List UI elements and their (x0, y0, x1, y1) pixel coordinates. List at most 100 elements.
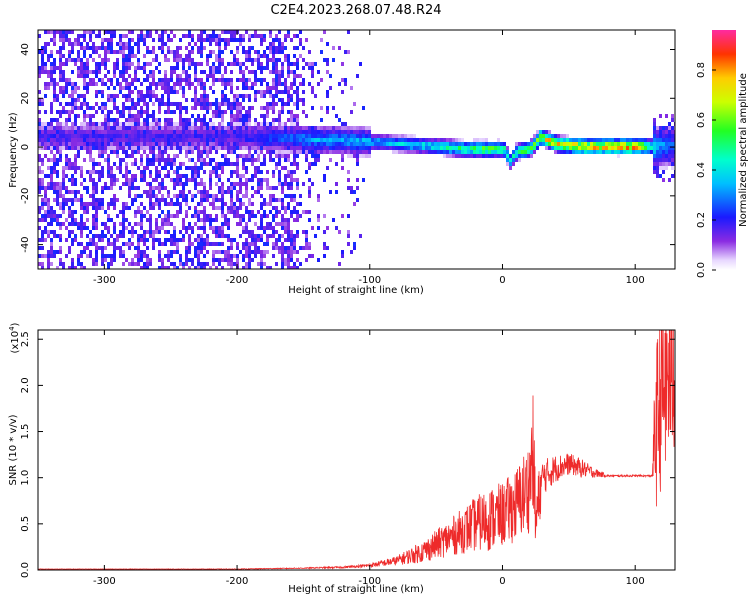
heatmap-cell (80, 138, 83, 142)
heatmap-cell (194, 122, 197, 126)
heatmap-cell (242, 114, 245, 118)
heatmap-cell (542, 130, 545, 134)
heatmap-cell (92, 158, 95, 162)
heatmap-cell (80, 62, 83, 66)
heatmap-cell (140, 178, 143, 182)
heatmap-cell (80, 266, 83, 269)
heatmap-cell (485, 154, 488, 158)
heatmap-cell (56, 126, 59, 130)
heatmap-cell (254, 138, 257, 142)
heatmap-cell (146, 166, 149, 170)
heatmap-cell (110, 150, 113, 154)
heatmap-cell (149, 194, 152, 198)
heatmap-cell (158, 110, 161, 114)
heatmap-cell (95, 246, 98, 250)
heatmap-cell (239, 198, 242, 202)
heatmap-cell (185, 70, 188, 74)
heatmap-cell (62, 170, 65, 174)
heatmap-cell (185, 110, 188, 114)
heatmap-cell (122, 158, 125, 162)
heatmap-cell (125, 226, 128, 230)
heatmap-cell (305, 170, 308, 174)
snr-x-label: Height of straight line (km) (288, 584, 424, 595)
heatmap-cell (71, 50, 74, 54)
heatmap-cell (65, 238, 68, 242)
heatmap-cell (281, 154, 284, 158)
heatmap-cell (107, 146, 110, 150)
heatmap-cell (245, 130, 248, 134)
heatmap-cell (107, 42, 110, 46)
heatmap-cell (41, 50, 44, 54)
heatmap-cell (272, 62, 275, 66)
colorbar-ticks: 0.00.20.40.60.8 (696, 62, 716, 278)
heatmap-cell (170, 162, 173, 166)
heatmap-cell (515, 142, 518, 146)
heatmap-cell (404, 150, 407, 154)
heatmap-cell (563, 134, 566, 138)
heatmap-cell (236, 198, 239, 202)
heatmap-cell (74, 102, 77, 106)
heatmap-cell (449, 142, 452, 146)
heatmap-cell (185, 258, 188, 262)
heatmap-cell (95, 142, 98, 146)
heatmap-cell (89, 138, 92, 142)
heatmap-cell (203, 98, 206, 102)
heatmap-cell (50, 138, 53, 142)
heatmap-cell (176, 202, 179, 206)
heatmap-cell (122, 242, 125, 246)
heatmap-cell (83, 134, 86, 138)
heatmap-cell (281, 50, 284, 54)
heatmap-cell (161, 258, 164, 262)
heatmap-cell (263, 254, 266, 258)
heatmap-cell (254, 70, 257, 74)
heatmap-cell (365, 154, 368, 158)
heatmap-cell (536, 130, 539, 134)
heatmap-cell (131, 202, 134, 206)
heatmap-cell (281, 262, 284, 266)
heatmap-cell (86, 218, 89, 222)
heatmap-cell (308, 82, 311, 86)
heatmap-cell (341, 90, 344, 94)
heatmap-cell (407, 146, 410, 150)
heatmap-cell (290, 234, 293, 238)
heatmap-cell (167, 102, 170, 106)
heatmap-cell (92, 82, 95, 86)
heatmap-cell (194, 42, 197, 46)
heatmap-cell (257, 54, 260, 58)
heatmap-cell (44, 186, 47, 190)
heatmap-cell (173, 250, 176, 254)
heatmap-cell (230, 50, 233, 54)
heatmap-cell (251, 174, 254, 178)
heatmap-cell (113, 126, 116, 130)
heatmap-cell (68, 234, 71, 238)
heatmap-cell (119, 246, 122, 250)
heatmap-cell (155, 166, 158, 170)
heatmap-cell (188, 146, 191, 150)
heatmap-cell (173, 82, 176, 86)
heatmap-cell (131, 198, 134, 202)
heatmap-cell (77, 98, 80, 102)
heatmap-cell (296, 182, 299, 186)
heatmap-cell (599, 142, 602, 146)
heatmap-cell (257, 66, 260, 70)
heatmap-cell (311, 66, 314, 70)
heatmap-cell (185, 134, 188, 138)
heatmap-cell (59, 222, 62, 226)
heatmap-cell (200, 134, 203, 138)
heatmap-cell (119, 158, 122, 162)
heatmap-cell (122, 230, 125, 234)
heatmap-cell (86, 190, 89, 194)
heatmap-cell (146, 126, 149, 130)
heatmap-cell (134, 130, 137, 134)
heatmap-cell (437, 150, 440, 154)
heatmap-cell (284, 82, 287, 86)
heatmap-cell (44, 130, 47, 134)
heatmap-cell (284, 90, 287, 94)
heatmap-cell (248, 110, 251, 114)
heatmap-cell (149, 158, 152, 162)
heatmap-cell (626, 138, 629, 142)
heatmap-cell (59, 46, 62, 50)
heatmap-cell (266, 146, 269, 150)
heatmap-cell (140, 82, 143, 86)
heatmap-cell (179, 162, 182, 166)
